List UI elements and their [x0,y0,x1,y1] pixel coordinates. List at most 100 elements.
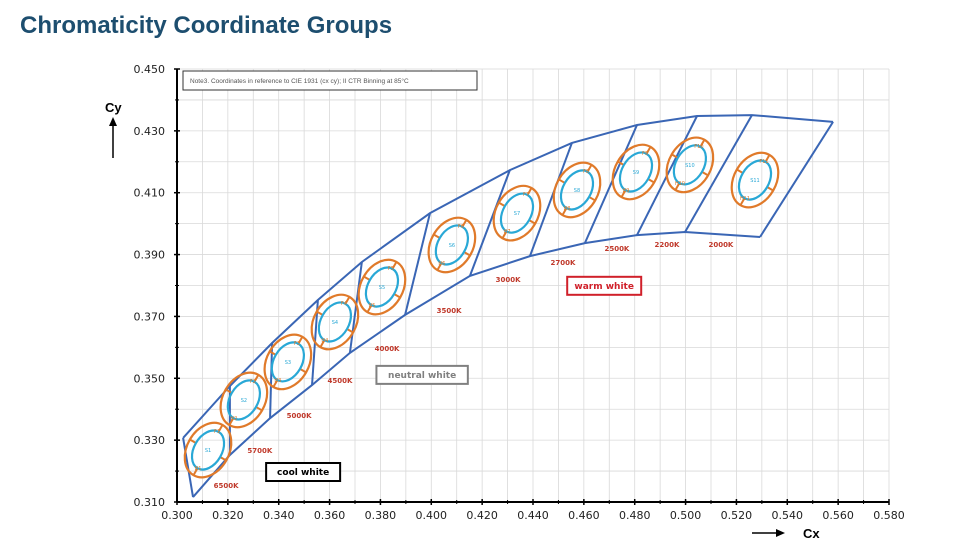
inner-ellipse [737,159,773,201]
page-title: Chromaticity Coordinate Groups [20,12,393,39]
x-tick-label: 0.380 [365,509,397,522]
cct-label: 4000K [375,345,400,353]
cct-label: 2000K [708,241,733,249]
bin-label-s: S8 [574,188,580,194]
x-tick-label: 0.540 [772,509,804,522]
ellipse-divider [393,293,401,299]
bin-label-s: S3 [285,360,291,366]
ellipse-divider [766,186,774,192]
y-tick-label: 0.430 [134,125,166,138]
bin-label-s: S11 [750,178,760,184]
bin-label-f: F6 [458,224,464,230]
x-tick-label: 0.560 [822,509,854,522]
y-tick-label: 0.330 [134,434,166,447]
ellipse-divider [617,160,625,166]
inner-ellipse [317,301,353,343]
bin-label-h: H9 [623,188,630,194]
ellipse-divider [344,296,351,305]
cct-label: 2700K [551,259,576,267]
bin-label-s: S5 [379,285,385,291]
bin-label-s: S9 [633,170,639,176]
bin-label-s: S7 [514,211,520,217]
cct-label: 2200K [655,241,680,249]
x-tick-label: 0.580 [873,509,905,522]
group-box [375,364,469,385]
x-arrow-head-icon [776,529,785,537]
ellipse-divider [192,467,199,476]
bin-divider [269,343,274,419]
inner-ellipse [364,266,400,308]
y-arrow-head-icon [109,117,117,126]
bin-label-h: H8 [564,206,571,212]
ellipse-divider [228,417,235,426]
x-axis-label: Cx [803,526,820,541]
x-tick-label: 0.480 [619,509,651,522]
ellipse-divider [645,146,652,155]
bin-label-h: H5 [368,303,375,309]
ellipse-divider [217,424,224,433]
cct-label: 6500K [214,482,239,490]
ellipse-divider [189,438,197,444]
cct-label: 2500K [604,245,629,253]
ellipse-divider [647,178,655,184]
bin-label-f: F3 [294,341,300,347]
ellipse-divider [219,456,227,462]
group-label: warm white [574,282,634,292]
x-tick-label: 0.300 [161,509,193,522]
ellipse-divider [501,230,508,239]
bin-label-f: F7 [523,192,529,198]
inner-ellipse [270,341,306,383]
ellipse-divider [269,350,277,356]
y-tick-label: 0.370 [134,310,166,323]
group-box [566,275,643,296]
note-text: Note3. Coordinates in reference to CIE 1… [190,77,409,85]
x-tick-label: 0.360 [314,509,346,522]
inner-ellipse [559,169,595,211]
boundary-top [182,114,834,439]
ellipse-divider [319,339,326,348]
cct-label: 3000K [496,276,521,284]
bin-divider [404,212,431,316]
cct-label: 5700K [247,447,272,455]
ellipse-divider [736,168,744,174]
ellipse-divider [366,304,373,313]
ellipse-divider [346,328,354,334]
bin-label-f: F4 [341,301,347,307]
bin-label-f: F10 [694,144,703,150]
bin-label-f: F2 [250,379,256,385]
bin-label-h: H6 [438,261,445,267]
bin-label-f: F1 [214,429,220,435]
bin-label-s: S6 [449,243,455,249]
bin-divider [759,121,834,238]
bin-label-f: F5 [388,266,394,272]
cct-label: 3500K [437,307,462,315]
bin-divider [684,114,753,233]
bin-label-s: S2 [241,398,247,404]
ellipse-divider [526,187,533,196]
inner-ellipse [672,144,708,186]
inner-ellipse [434,224,470,266]
inner-ellipse [226,379,262,421]
bin-label-s: S10 [685,163,695,169]
ellipse-divider [558,178,566,184]
ellipse-divider [671,153,679,159]
bin-divider [529,142,573,257]
bin-divider [182,437,195,498]
bin-label-s: S4 [332,320,338,326]
ellipse-divider [461,219,468,228]
ellipse-divider [255,406,263,412]
ellipse-divider [316,310,324,316]
group-box [265,461,342,482]
x-tick-label: 0.500 [670,509,702,522]
ellipse-divider [463,251,471,257]
ellipse-divider [701,171,709,177]
bin-label-h: H2 [230,416,237,422]
ellipse-divider [620,189,627,198]
x-tick-label: 0.340 [263,509,295,522]
inner-ellipse [190,429,226,471]
ellipse-divider [297,336,304,345]
x-tick-label: 0.420 [466,509,498,522]
y-tick-label: 0.310 [134,496,166,509]
ellipse-divider [561,207,568,216]
